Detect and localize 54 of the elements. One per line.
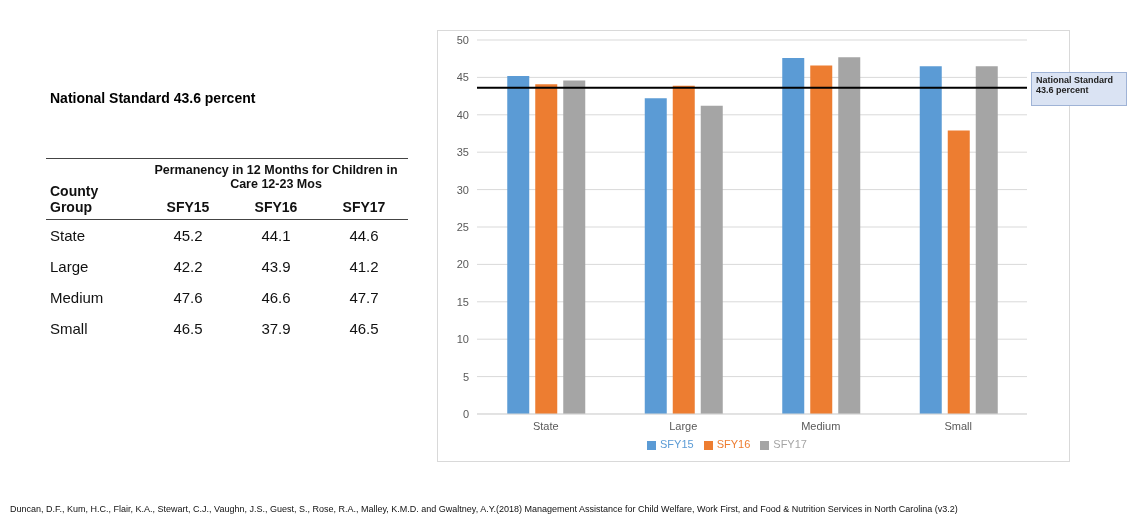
y-tick-label: 45 xyxy=(456,71,469,84)
bar xyxy=(838,57,861,414)
data-label: 43.9 xyxy=(260,256,292,277)
text: County Group xyxy=(49,182,100,217)
bar xyxy=(535,84,558,414)
data-label: 46.5 xyxy=(348,318,380,339)
category-label: State xyxy=(49,225,87,246)
legend-label: SFY17 xyxy=(773,438,807,450)
bar xyxy=(507,75,530,414)
bar xyxy=(782,57,805,414)
data-label: 42.2 xyxy=(172,256,204,277)
data-label: 47.6 xyxy=(172,287,204,308)
bar xyxy=(700,105,723,414)
bar xyxy=(975,66,998,414)
text: Duncan, D.F., Kum, H.C., Flair, K.A., Stewart, C.J., Vaughn, J.S., Guest, S., Rose, R.A., Malley, K.M.D. and Gwaltney, A.Y.(2018) Management Assistance for Child Welfare, Work First, and Food & Nutrition Services in North Carolina (v3.2) xyxy=(10,504,958,514)
data-label: 47.7 xyxy=(348,287,380,308)
data-label: 46.6 xyxy=(260,287,292,308)
x-tick-label: Small xyxy=(944,419,973,432)
category-label: Small xyxy=(49,318,89,339)
data-label: 45.2 xyxy=(172,225,204,246)
y-tick-label: 5 xyxy=(462,370,469,383)
category-label: Medium xyxy=(49,287,105,308)
text: SFY15 xyxy=(165,198,211,217)
y-tick-label: 50 xyxy=(456,33,469,46)
y-tick-label: 40 xyxy=(456,108,469,121)
data-label: 44.6 xyxy=(348,225,380,246)
legend-label: SFY16 xyxy=(716,438,751,450)
data-label: 37.9 xyxy=(260,318,292,339)
x-tick-label: Medium xyxy=(801,419,841,432)
data-label: 41.2 xyxy=(348,256,380,277)
text: SFY16 xyxy=(253,198,299,217)
x-tick-label: State xyxy=(532,419,559,432)
text: Permanency in 12 Months for Children in Care 12-23 Mos xyxy=(153,162,399,193)
bar xyxy=(810,65,833,414)
y-tick-label: 15 xyxy=(456,295,469,308)
y-tick-label: 10 xyxy=(456,333,469,346)
legend-label: SFY15 xyxy=(660,438,694,450)
y-tick-label: 30 xyxy=(456,183,469,196)
y-tick-label: 20 xyxy=(456,258,469,271)
data-label: 46.5 xyxy=(172,318,204,339)
text: National Standard 43.6 percent xyxy=(49,90,257,106)
x-tick-label: Large xyxy=(669,419,698,432)
category-label: Large xyxy=(49,256,90,277)
data-label: 44.1 xyxy=(260,225,292,246)
y-tick-label: 25 xyxy=(456,220,469,233)
bar xyxy=(919,66,942,414)
y-tick-label: 35 xyxy=(456,146,469,159)
bar xyxy=(563,80,586,414)
text: SFY17 xyxy=(341,198,387,217)
bar xyxy=(644,98,667,414)
bar xyxy=(672,85,695,414)
bar xyxy=(947,130,970,414)
ref-line-label: National Standard 43.6 percent xyxy=(1031,71,1127,106)
y-tick-label: 0 xyxy=(462,407,469,420)
